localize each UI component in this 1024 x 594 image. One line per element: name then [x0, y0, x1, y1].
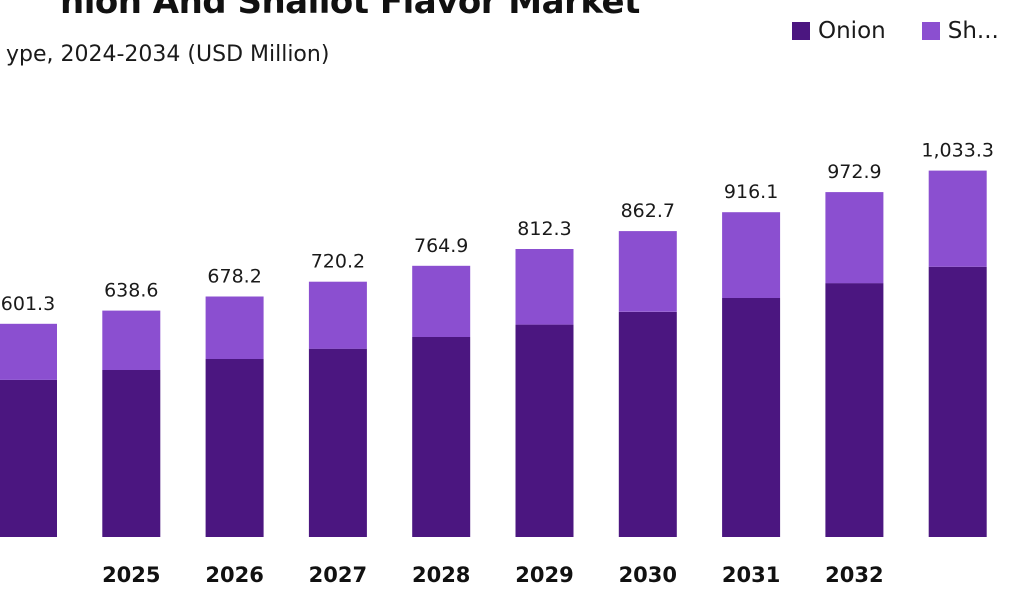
bar-onion-2033 [928, 266, 987, 537]
x-tick-label-2030: 2030 [619, 563, 677, 587]
bar-onion-2029 [515, 324, 574, 537]
legend-item-onion: Onion [792, 18, 886, 44]
legend-label-onion: Onion [818, 18, 886, 44]
bar-onion-2031 [722, 298, 781, 537]
data-label-2029: 812.3 [517, 218, 571, 240]
legend: Onion Sh... [792, 18, 1024, 44]
x-tick-label-2028: 2028 [412, 563, 470, 587]
data-label-2033: 1,033.3 [921, 140, 994, 162]
bar-onion-2026 [205, 359, 264, 537]
bar-onion-2030 [618, 311, 677, 537]
chart-title: nion And Shallot Flavor Market [60, 0, 640, 22]
x-tick-label-2025: 2025 [102, 563, 160, 587]
data-label-2030: 862.7 [621, 200, 675, 222]
legend-item-shallot: Sh... [921, 18, 999, 44]
bar-shallot-2031 [722, 212, 781, 298]
legend-swatch-onion [792, 22, 810, 40]
bar-onion-2032 [825, 283, 884, 537]
bar-shallot-2030 [618, 231, 677, 312]
data-label-2031: 916.1 [724, 181, 778, 203]
data-label-2024: 601.3 [1, 293, 55, 315]
bar-onion-2027 [308, 348, 367, 537]
bar-shallot-2024 [0, 323, 57, 380]
bar-onion-2025 [102, 370, 161, 537]
bar-shallot-2029 [515, 249, 574, 325]
bar-shallot-2028 [412, 265, 471, 337]
x-tick-label-2029: 2029 [515, 563, 573, 587]
data-label-2028: 764.9 [414, 235, 468, 257]
legend-swatch-shallot [921, 22, 940, 40]
chart-subtitle: ype, 2024-2034 (USD Million) [6, 42, 330, 67]
bar-onion-2024 [0, 379, 57, 537]
data-label-2026: 678.2 [207, 266, 261, 288]
x-tick-label-2027: 2027 [309, 563, 367, 587]
x-tick-label-2026: 2026 [205, 563, 263, 587]
data-label-2027: 720.2 [311, 251, 365, 273]
bar-shallot-2032 [825, 192, 884, 284]
bar-shallot-2033 [928, 170, 987, 267]
data-label-2032: 972.9 [827, 161, 881, 183]
x-tick-label-2031: 2031 [722, 563, 780, 587]
x-tick-label-2032: 2032 [825, 563, 883, 587]
bar-shallot-2026 [205, 296, 264, 359]
bar-shallot-2025 [102, 310, 161, 370]
bar-shallot-2027 [308, 281, 367, 349]
legend-label-shallot: Sh... [947, 18, 999, 44]
data-label-2025: 638.6 [104, 280, 158, 302]
bar-onion-2028 [412, 337, 471, 537]
